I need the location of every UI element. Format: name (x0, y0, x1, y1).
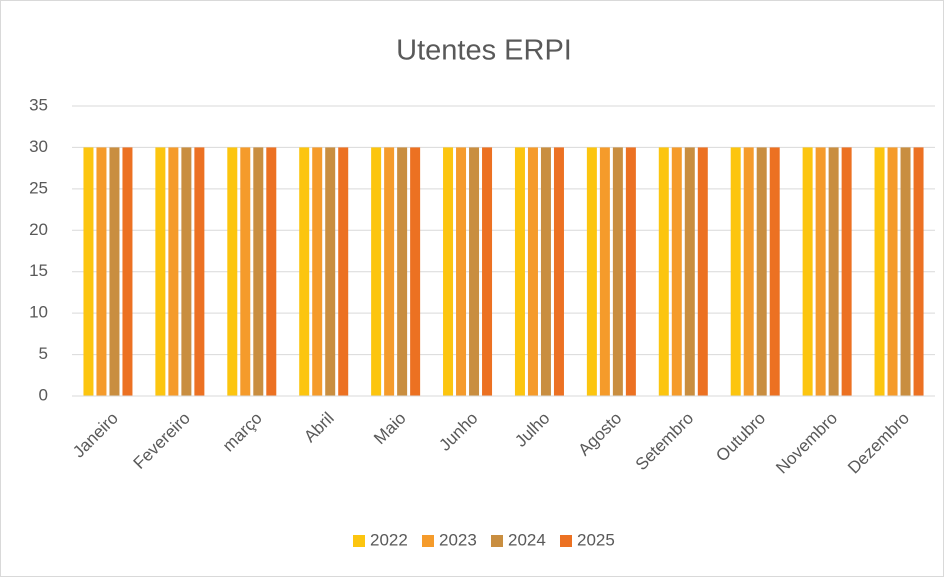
bar (756, 147, 767, 396)
bar (456, 147, 467, 396)
bar (299, 147, 310, 396)
legend-label: 2024 (508, 530, 546, 549)
bar (841, 147, 852, 396)
bar (697, 147, 708, 396)
chart-title: Utentes ERPI (396, 35, 572, 67)
y-tick-label: 15 (29, 261, 48, 280)
bar (469, 147, 480, 396)
y-tick-label: 20 (29, 220, 48, 239)
bar (371, 147, 382, 396)
bar (181, 147, 192, 396)
bar (887, 147, 898, 396)
bar (443, 147, 454, 396)
bar (671, 147, 682, 396)
bar (599, 147, 610, 396)
bar (96, 147, 107, 396)
y-tick-label: 0 (39, 385, 48, 404)
bar (743, 147, 754, 396)
bar (514, 147, 525, 396)
bar (815, 147, 826, 396)
bar (122, 147, 133, 396)
bar (109, 147, 120, 396)
y-tick-label: 10 (29, 303, 48, 322)
bar (240, 147, 251, 396)
legend-label: 2022 (370, 530, 408, 549)
bar (802, 147, 813, 396)
bar (828, 147, 839, 396)
bar (384, 147, 395, 396)
bar (527, 147, 538, 396)
y-tick-label: 5 (39, 344, 48, 363)
bar (312, 147, 323, 396)
bar (338, 147, 349, 396)
bar (227, 147, 238, 396)
bar (612, 147, 623, 396)
y-tick-label: 30 (29, 137, 48, 156)
legend-swatch (560, 535, 572, 547)
bar (253, 147, 264, 396)
bar (325, 147, 336, 396)
bar (553, 147, 564, 396)
bar (913, 147, 924, 396)
y-tick-label: 25 (29, 178, 48, 197)
bar (168, 147, 179, 396)
y-tick-label: 35 (29, 95, 48, 114)
bar (194, 147, 205, 396)
bar (900, 147, 911, 396)
bar (684, 147, 695, 396)
bar (410, 147, 421, 396)
bar (540, 147, 551, 396)
bar (482, 147, 493, 396)
legend-label: 2025 (577, 530, 615, 549)
bar (155, 147, 166, 396)
bar (874, 147, 885, 396)
bar (730, 147, 741, 396)
legend-swatch (422, 535, 434, 547)
bar (266, 147, 277, 396)
bar (83, 147, 94, 396)
legend-swatch (491, 535, 503, 547)
bar (397, 147, 408, 396)
bar (625, 147, 636, 396)
legend-swatch (353, 535, 365, 547)
bar (586, 147, 597, 396)
bar (658, 147, 669, 396)
bar (769, 147, 780, 396)
legend-label: 2023 (439, 530, 477, 549)
